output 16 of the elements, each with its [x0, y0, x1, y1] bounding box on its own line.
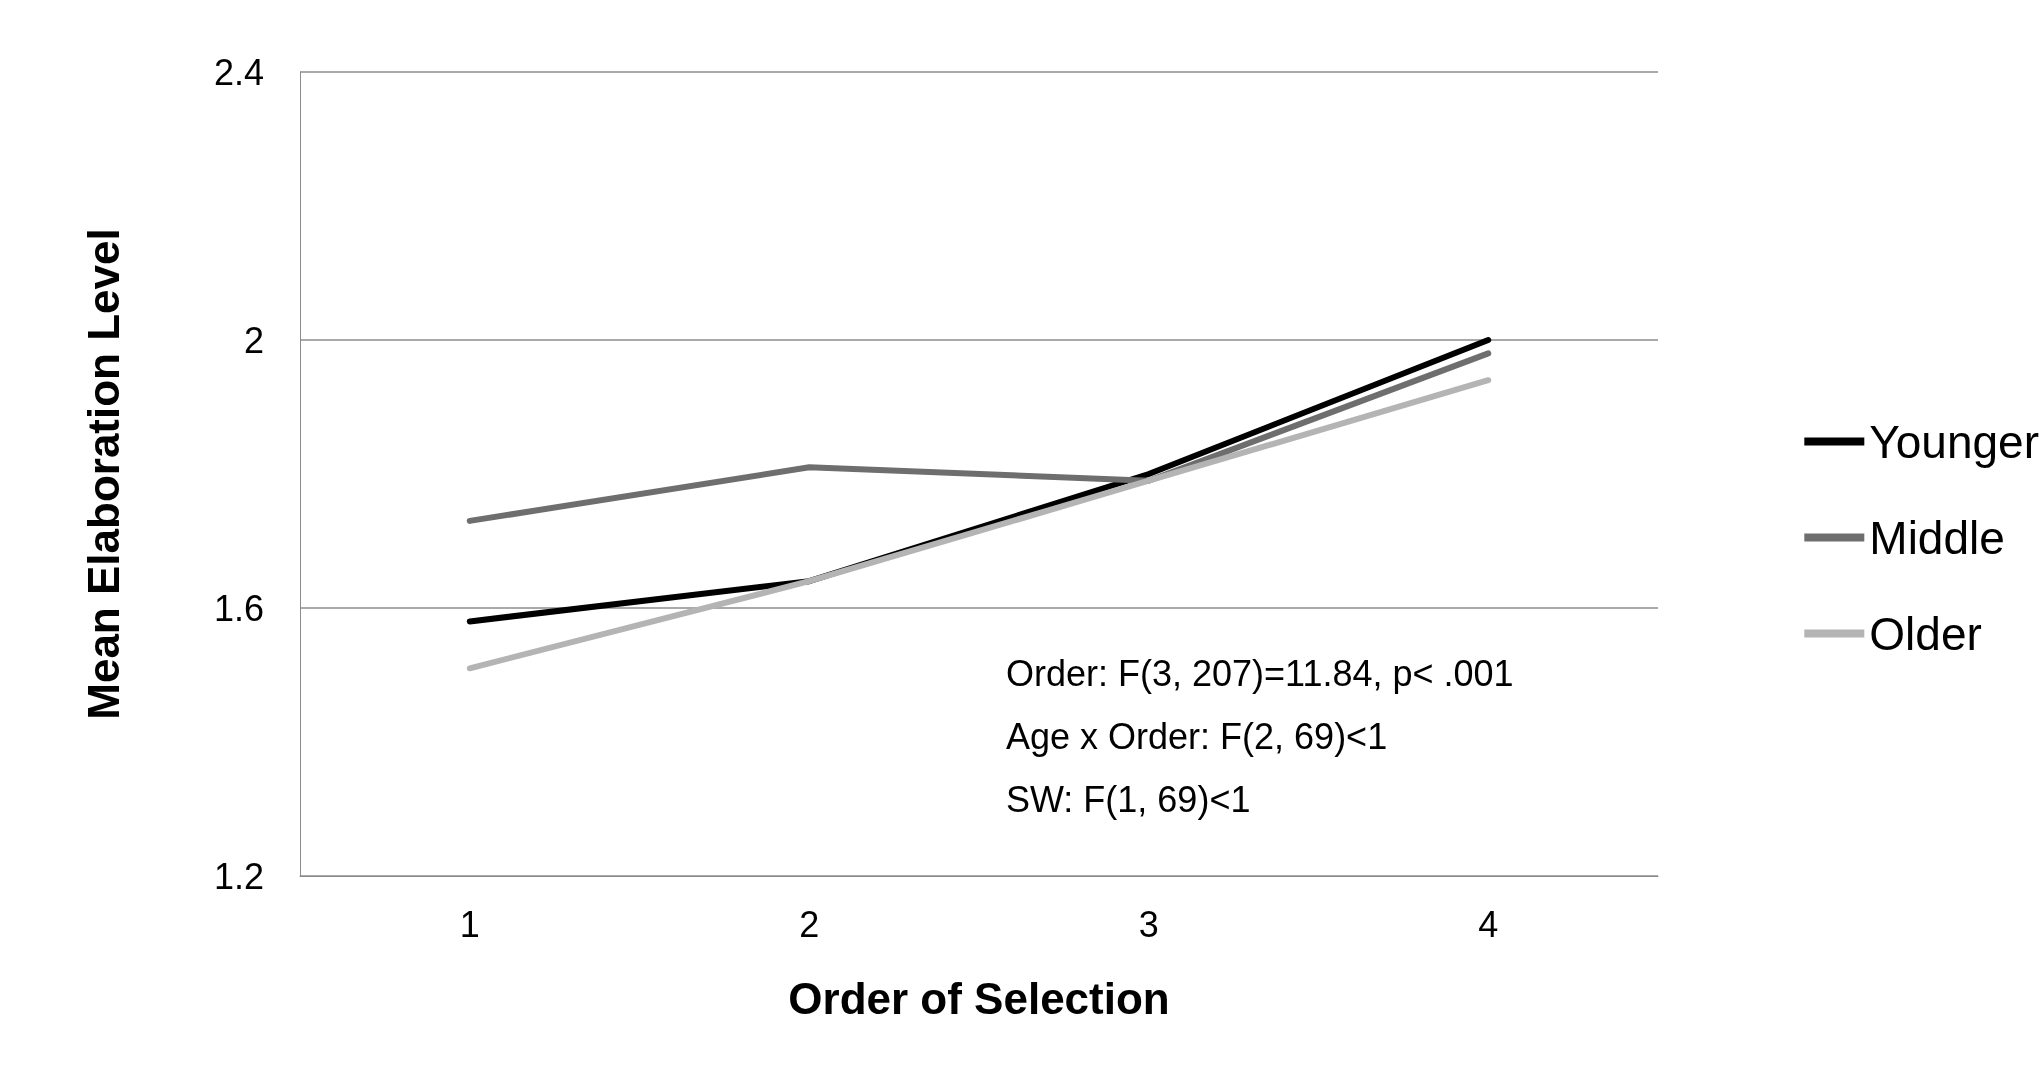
annotation: Age x Order: F(2, 69)<1 — [1006, 715, 1388, 757]
y-tick-label: 1.6 — [213, 587, 264, 629]
x-tick-label: 1 — [459, 903, 480, 945]
annotation: SW: F(1, 69)<1 — [1006, 778, 1251, 820]
x-tick-label: 2 — [799, 903, 820, 945]
y-tick-label: 2 — [243, 319, 264, 361]
y-tick-label: 1.2 — [213, 855, 264, 897]
y-tick-label: 2.4 — [213, 51, 264, 93]
x-axis-title: Order of Selection — [788, 973, 1170, 1023]
annotation: Order: F(3, 207)=11.84, p< .001 — [1006, 652, 1514, 694]
legend-label: Older — [1869, 607, 1982, 660]
x-tick-label: 4 — [1478, 903, 1499, 945]
y-axis-title: Mean Elaboration Level — [78, 228, 128, 720]
legend-label: Younger — [1869, 415, 2040, 468]
legend-label: Middle — [1869, 511, 2005, 564]
x-tick-label: 3 — [1138, 903, 1159, 945]
